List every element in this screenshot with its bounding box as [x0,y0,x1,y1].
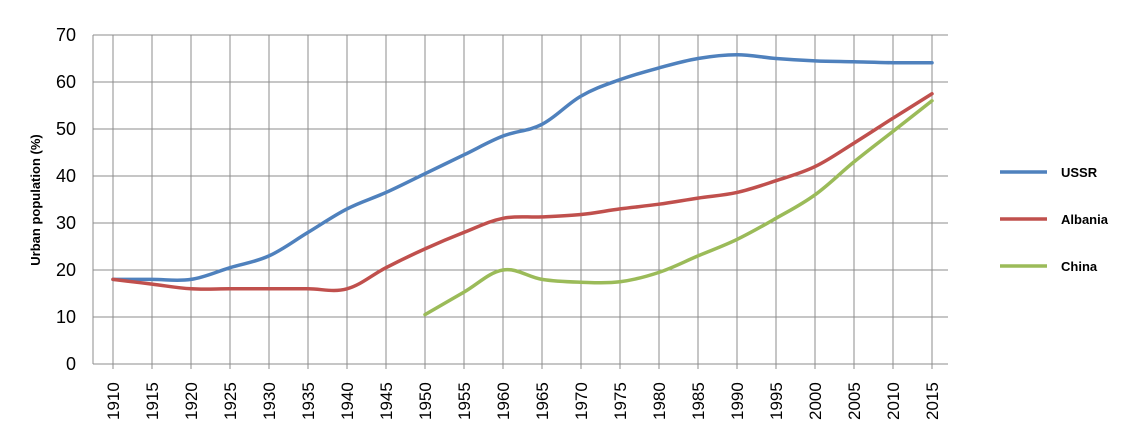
x-tick-label: 1925 [221,382,240,420]
y-tick-label: 70 [56,25,76,45]
y-tick-label: 10 [56,307,76,327]
series-line-albania [111,92,934,293]
x-tick-label: 1975 [611,382,630,420]
x-tick-label: 1920 [182,382,201,420]
x-tick-label: 1915 [143,382,162,420]
x-tick-label: 1945 [377,382,396,420]
x-tick-label: 1970 [572,382,591,420]
x-tick-label: 2010 [884,382,903,420]
x-tick-label: 1960 [494,382,513,420]
x-tick-label: 1990 [728,382,747,420]
legend-label-albania: Albania [1061,212,1109,227]
y-tick-label: 50 [56,119,76,139]
x-tick-label: 1980 [650,382,669,420]
x-tick-label: 1965 [533,382,552,420]
series-line-china [423,99,934,317]
x-tick-label: 1935 [299,382,318,420]
y-tick-label: 40 [56,166,76,186]
x-tick-label: 2015 [923,382,942,420]
y-tick-label: 0 [66,354,76,374]
x-tick-label: 1985 [689,382,708,420]
x-tick-label: 2005 [845,382,864,420]
series-line-ussr [111,52,934,283]
x-tick-label: 1950 [416,382,435,420]
x-tick-label: 1955 [455,382,474,420]
x-tick-label: 1995 [767,382,786,420]
x-tick-label: 1940 [338,382,357,420]
x-tick-label: 1910 [104,382,123,420]
y-tick-label: 60 [56,72,76,92]
y-tick-label: 30 [56,213,76,233]
y-axis-label: Urban population (%) [28,134,43,265]
x-tick-label: 2000 [806,382,825,420]
legend-label-ussr: USSR [1061,165,1098,180]
legend-label-china: China [1061,259,1098,274]
y-tick-label: 20 [56,260,76,280]
x-tick-label: 1930 [260,382,279,420]
